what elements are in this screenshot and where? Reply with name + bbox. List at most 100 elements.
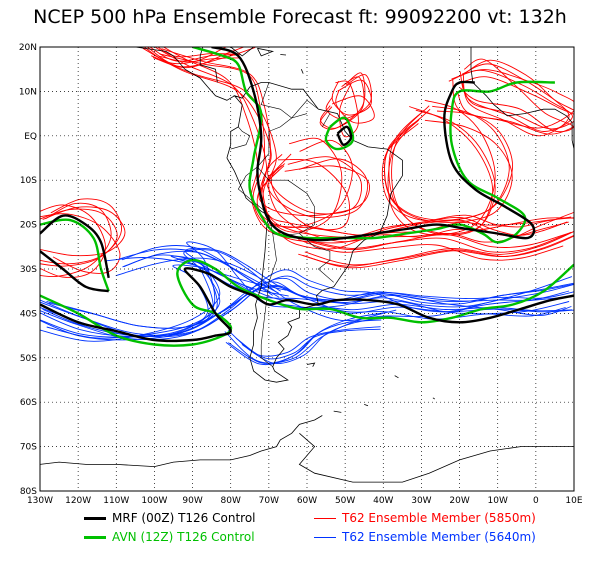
- blue-member-contour: [106, 257, 287, 291]
- red-member-contour: [298, 239, 564, 261]
- lon-label: 120W: [65, 496, 91, 506]
- red-member-contour: [451, 69, 574, 129]
- lat-label: 10N: [19, 87, 37, 97]
- legend-swatch-mrf: [84, 517, 106, 520]
- legend-item-red-member: T62 Ensemble Member (5850m): [314, 511, 536, 525]
- lon-label: 10E: [565, 496, 582, 506]
- lat-label: 50S: [20, 354, 37, 364]
- red-member-contour: [331, 90, 375, 124]
- red-member-contour: [40, 198, 122, 265]
- blue-member-contour: [225, 319, 382, 366]
- lat-lon-grid: [40, 47, 574, 491]
- red-member-contour: [384, 119, 513, 223]
- lat-label: EQ: [24, 132, 37, 142]
- lat-label: 10S: [20, 176, 37, 186]
- red-member-contour: [258, 165, 370, 217]
- red-member-contour: [302, 234, 574, 269]
- red-member-contour: [462, 59, 570, 137]
- lon-label: 40W: [373, 496, 393, 506]
- blue-member-contour: [241, 316, 392, 364]
- red-member-contour: [308, 233, 569, 251]
- lon-label: 10W: [488, 496, 508, 506]
- blue-member-contour: [228, 312, 387, 364]
- red-member-contour: [309, 231, 572, 253]
- coastlines: [40, 47, 574, 483]
- country-border: [230, 126, 251, 150]
- blue-member-contour: [122, 250, 280, 298]
- longitude-labels: 130W 120W 110W 100W 90W 80W 70W 60W 50W 40W 30W 20W…: [27, 496, 583, 506]
- red-member-contour: [40, 202, 112, 278]
- lat-label: 30S: [20, 265, 37, 275]
- lon-label: 60W: [297, 496, 317, 506]
- central-america-coastline: [40, 47, 243, 101]
- lat-label: 70S: [20, 443, 37, 453]
- red-member-contour: [152, 47, 246, 69]
- lon-label: 70W: [259, 496, 279, 506]
- antarctic-coastline: [40, 415, 323, 468]
- blue-member-contour: [235, 328, 381, 360]
- red-member-contour: [40, 213, 121, 274]
- blue-member-contour: [224, 309, 397, 364]
- red-member-contour: [298, 230, 574, 267]
- small-island: [306, 362, 316, 367]
- south-america-coastline: [226, 82, 403, 383]
- legend-swatch-red-member: [314, 518, 336, 519]
- lon-label: 0: [533, 496, 539, 506]
- lat-label: 60S: [20, 398, 37, 408]
- blue-member-contour: [118, 248, 279, 294]
- caribbean-island: [280, 54, 287, 56]
- red-member-contour: [40, 208, 118, 267]
- red-member-contour: [262, 137, 343, 233]
- country-border: [299, 233, 334, 283]
- lat-label: 20N: [19, 43, 37, 53]
- mrf-contour: [40, 214, 110, 279]
- small-island: [364, 404, 369, 407]
- red-member-contour: [381, 110, 513, 222]
- avn-contour: [192, 47, 555, 244]
- blue-member-contour: [42, 241, 572, 337]
- lon-label: 110W: [103, 496, 129, 506]
- caribbean-island: [300, 69, 304, 74]
- red-member-contour: [391, 105, 494, 236]
- lon-label: 100W: [141, 496, 167, 506]
- red-member-contour: [448, 69, 573, 132]
- red-member-contour: [325, 74, 372, 120]
- lat-label: 20S: [20, 221, 37, 231]
- map-title: NCEP 500 hPa Ensemble Forecast ft: 99092…: [33, 6, 567, 28]
- avn-contour: [40, 218, 110, 292]
- country-border: [260, 82, 319, 119]
- blue-member-contour: [40, 275, 574, 336]
- red-member-contour: [256, 139, 353, 228]
- mrf-contour: [211, 47, 536, 242]
- red-member-contour: [319, 72, 366, 130]
- blue-member-contour: [40, 247, 570, 341]
- legend-swatch-blue-member: [314, 537, 336, 538]
- legend-label-avn: AVN (12Z) T126 Control: [112, 530, 255, 544]
- legend-label-mrf: MRF (00Z) T126 Control: [112, 511, 256, 525]
- lon-label: 80W: [221, 496, 241, 506]
- weddell-coastline: [298, 432, 574, 483]
- red-member-contour: [142, 47, 568, 250]
- latitude-labels: 20N 10N EQ 10S 20S 30S 40S 50S 60S 70S 80S: [19, 43, 37, 497]
- africa-coastline: [470, 47, 574, 150]
- mrf-contour: [336, 125, 353, 146]
- map-border: [39, 46, 575, 492]
- red-member-contour: [162, 47, 572, 244]
- red-member-contour: [149, 47, 239, 62]
- red-member-contour: [461, 63, 574, 130]
- legend-label-red-member: T62 Ensemble Member (5850m): [342, 511, 536, 525]
- legend-label-blue-member: T62 Ensemble Member (5640m): [342, 530, 536, 544]
- avn-contour: [324, 116, 355, 151]
- red-member-contour: [270, 158, 350, 231]
- red-member-contour: [387, 99, 496, 236]
- red-member-contour: [161, 48, 574, 236]
- blue-member-contour: [40, 255, 566, 342]
- lon-label: 20W: [449, 496, 469, 506]
- blue-member-contour: [115, 257, 281, 292]
- red-member-contour: [40, 204, 106, 278]
- legend-swatch-avn: [84, 536, 106, 539]
- blue-member-contour: [227, 326, 381, 357]
- country-border: [322, 113, 331, 128]
